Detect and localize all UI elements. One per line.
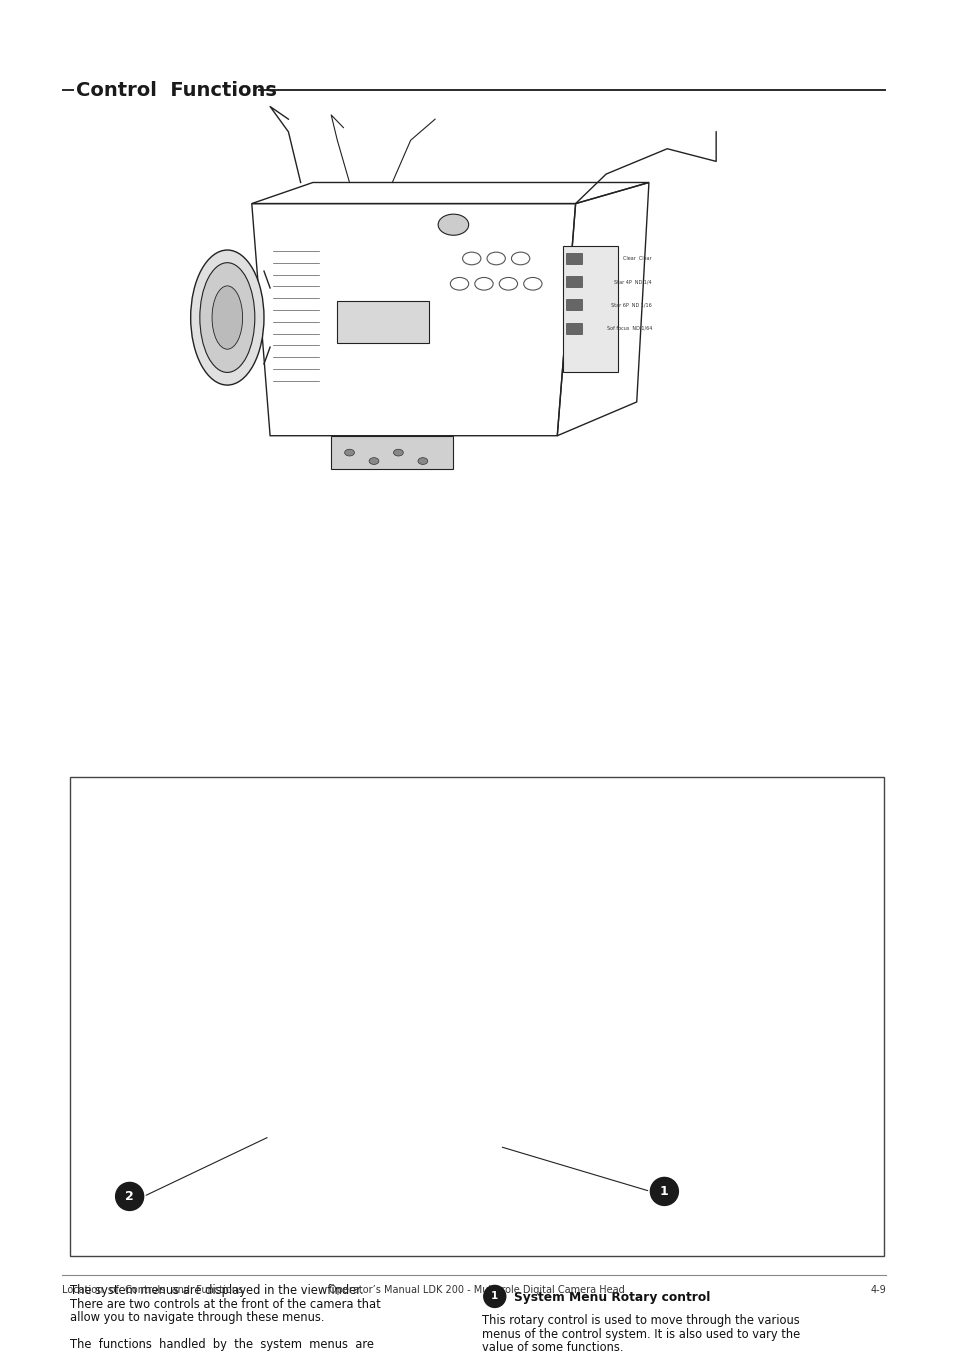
Bar — [337, 301, 429, 343]
Circle shape — [417, 458, 427, 465]
Text: There are two controls at the front of the camera that: There are two controls at the front of t… — [70, 1298, 380, 1310]
Circle shape — [344, 450, 355, 457]
Ellipse shape — [191, 250, 264, 385]
Bar — [563, 246, 618, 373]
Text: System Menu Rotary control: System Menu Rotary control — [514, 1292, 709, 1304]
Circle shape — [437, 215, 468, 235]
Text: The system menus are displayed in the viewfinder.: The system menus are displayed in the vi… — [70, 1285, 363, 1297]
Circle shape — [369, 458, 378, 465]
Circle shape — [394, 450, 403, 457]
Circle shape — [483, 1285, 505, 1308]
Text: Star 4P  ND 1/4: Star 4P ND 1/4 — [614, 280, 651, 284]
Text: Clear  Clear: Clear Clear — [622, 255, 651, 261]
Bar — [566, 300, 581, 311]
Text: 1: 1 — [659, 1185, 668, 1198]
Circle shape — [650, 1178, 678, 1205]
Text: menus of the control system. It is also used to vary the: menus of the control system. It is also … — [481, 1328, 800, 1342]
Ellipse shape — [212, 286, 242, 349]
Text: Control  Functions: Control Functions — [76, 81, 276, 100]
Ellipse shape — [199, 262, 254, 373]
Bar — [566, 276, 581, 288]
Bar — [566, 323, 581, 334]
Text: 2: 2 — [125, 1190, 133, 1202]
Bar — [566, 253, 581, 263]
Text: Sof focus  ND 1/64: Sof focus ND 1/64 — [606, 326, 651, 331]
Text: 4-9: 4-9 — [869, 1285, 885, 1296]
Text: Star 6P  ND 1/16: Star 6P ND 1/16 — [611, 303, 651, 308]
Text: 1: 1 — [491, 1292, 497, 1301]
Text: allow you to navigate through these menus.: allow you to navigate through these menu… — [70, 1312, 324, 1324]
Text: value of some functions.: value of some functions. — [481, 1342, 622, 1351]
Bar — [70, 777, 883, 1256]
Text: The  functions  handled  by  the  system  menus  are: The functions handled by the system menu… — [70, 1337, 374, 1351]
Text: This rotary control is used to move through the various: This rotary control is used to move thro… — [481, 1315, 799, 1328]
Text: Operator’s Manual LDK 200 - Multi-role Digital Camera Head: Operator’s Manual LDK 200 - Multi-role D… — [329, 1285, 624, 1296]
Circle shape — [115, 1182, 144, 1210]
Polygon shape — [331, 436, 453, 470]
Text: Location  of  Controls  and  Functions: Location of Controls and Functions — [62, 1285, 243, 1296]
